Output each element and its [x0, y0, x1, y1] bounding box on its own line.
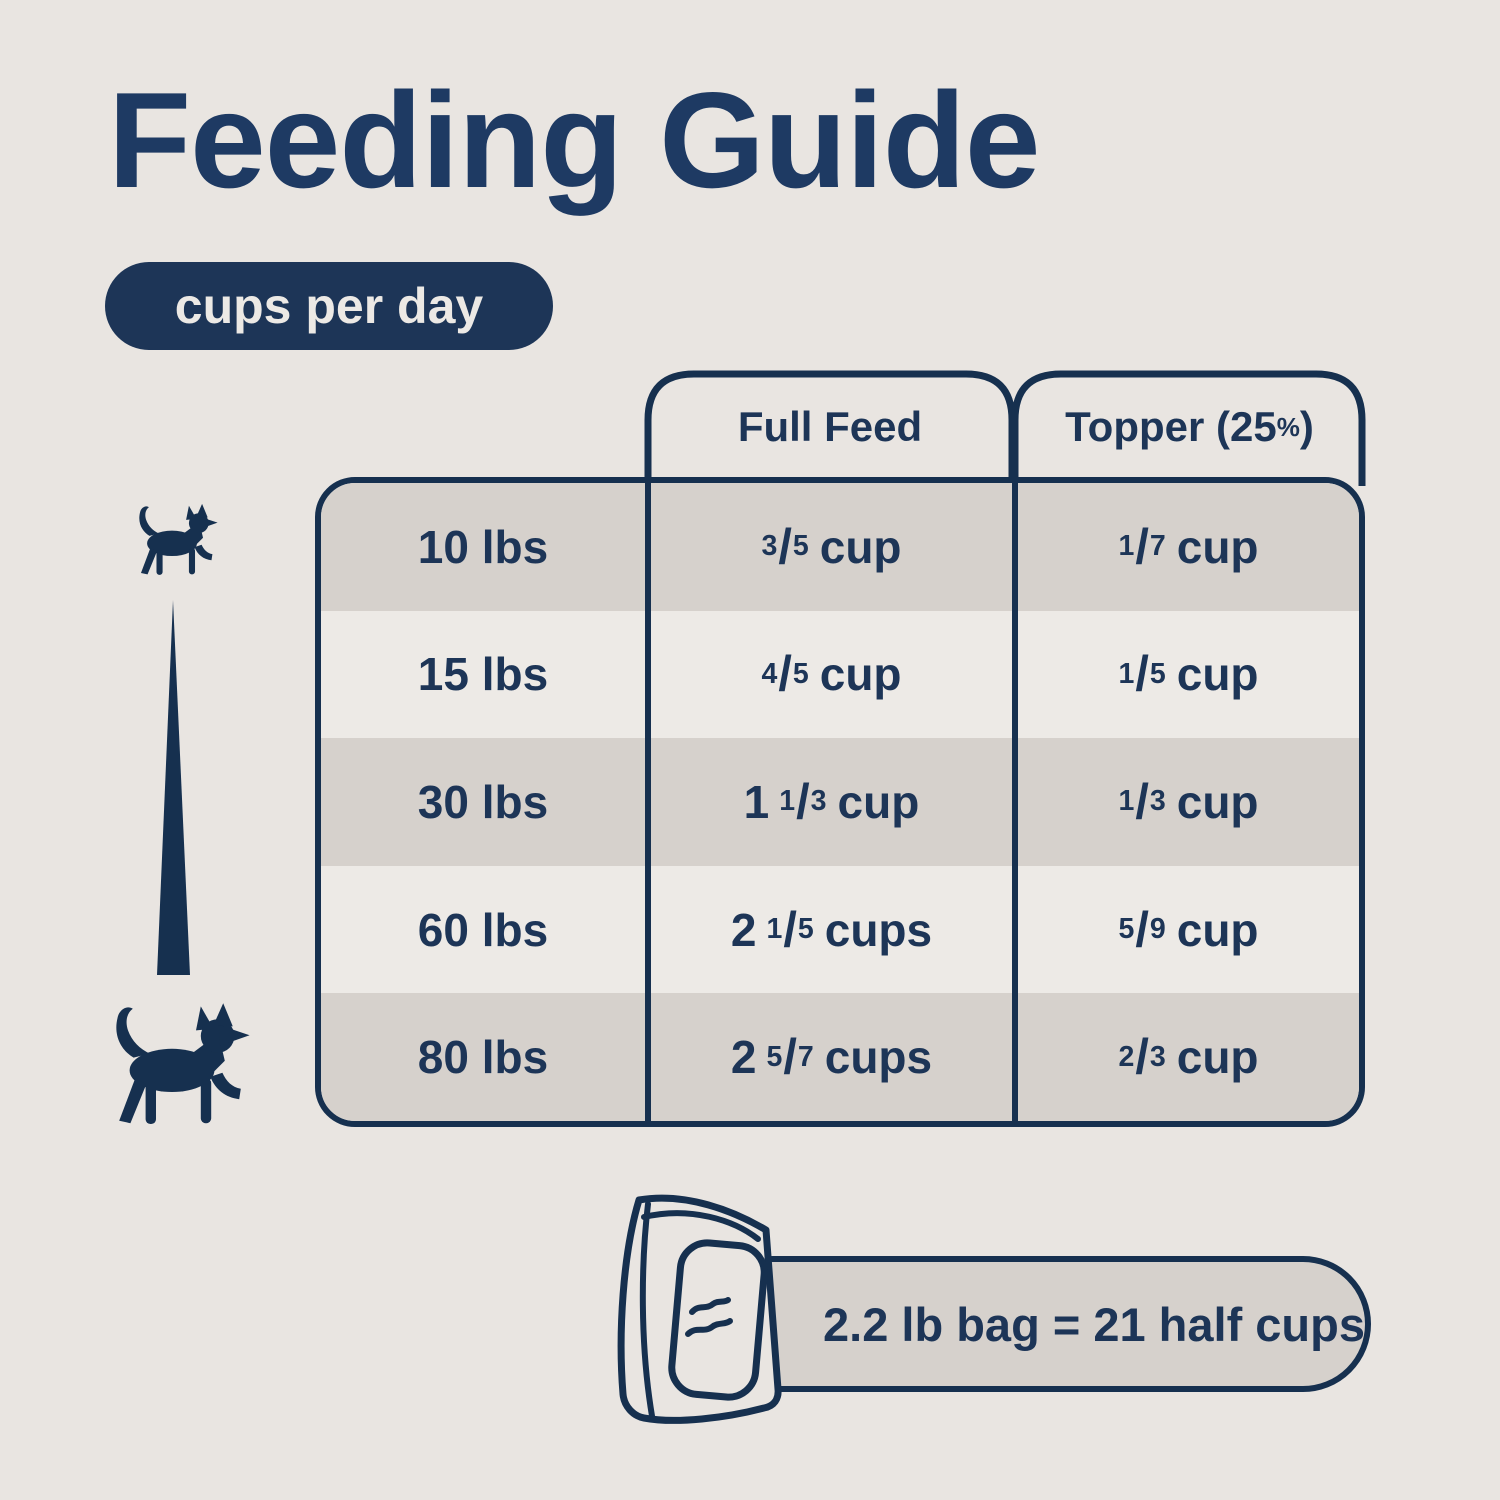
- unit-label: cups: [824, 903, 933, 956]
- fraction-denominator: 9: [1149, 913, 1166, 946]
- dog-size-scale: [116, 503, 250, 1124]
- fraction-numerator: 1: [1118, 530, 1135, 563]
- bag-yield-badge: 2.2 lb bag = 21 half cups: [705, 1256, 1371, 1392]
- unit-label: cup: [1176, 1031, 1259, 1084]
- weight-cell: 15 lbs: [321, 611, 645, 739]
- unit-label: cup: [819, 520, 902, 573]
- weight-label: 15 lbs: [417, 648, 549, 701]
- weight-cell: 60 lbs: [321, 866, 645, 994]
- weight-label: 10 lbs: [417, 520, 549, 573]
- table-row-15lbs: 15 lbs 4/5 cup 1/5 cup: [321, 610, 1359, 739]
- fraction-slash: /: [778, 647, 792, 702]
- table-row-30lbs: 30 lbs 1 1/3 cup 1/3 cup: [321, 738, 1359, 866]
- cups-per-day-label: cups per day: [174, 278, 484, 334]
- fraction-slash: /: [783, 1030, 797, 1085]
- topper-header-label: Topper (25: [1065, 403, 1277, 450]
- unit-label: cup: [819, 648, 902, 701]
- fraction-numerator: 1: [1118, 785, 1135, 818]
- fraction-denominator: 3: [1149, 1040, 1166, 1073]
- table-row-60lbs: 60 lbs 2 1/5 cups 5/9 cup: [321, 865, 1359, 994]
- fraction-denominator: 5: [797, 913, 814, 946]
- unit-label: cup: [837, 775, 920, 828]
- weight-label: 30 lbs: [417, 775, 549, 828]
- fraction-denominator: 5: [1149, 657, 1166, 690]
- unit-label: cup: [1176, 648, 1259, 701]
- weight-cell: 30 lbs: [321, 738, 645, 866]
- fraction-slash: /: [796, 774, 810, 829]
- topper-cell: 1/5 cup: [1012, 610, 1359, 739]
- column-header-full-feed: Full Feed: [651, 374, 1009, 480]
- fraction-slash: /: [1135, 519, 1149, 574]
- fraction-denominator: 3: [1149, 785, 1166, 818]
- full-feed-cell: 3/5 cup: [645, 483, 1012, 611]
- full-feed-cell: 4/5 cup: [645, 610, 1012, 739]
- weight-label: 60 lbs: [417, 903, 549, 956]
- fraction-denominator: 5: [792, 657, 809, 690]
- fraction-slash: /: [1135, 774, 1149, 829]
- topper-cell: 5/9 cup: [1012, 865, 1359, 994]
- topper-cell: 1/7 cup: [1012, 483, 1359, 611]
- unit-label: cup: [1176, 775, 1259, 828]
- percent-sign: %: [1276, 411, 1300, 442]
- fraction-denominator: 3: [810, 785, 827, 818]
- amount-whole: 2: [730, 1031, 757, 1084]
- fraction-slash: /: [1135, 647, 1149, 702]
- fraction-numerator: 2: [1118, 1040, 1135, 1073]
- fraction-numerator: 5: [1118, 913, 1135, 946]
- cups-per-day-badge: cups per day: [105, 262, 553, 350]
- fraction-slash: /: [778, 519, 792, 574]
- fraction-slash: /: [1135, 1030, 1149, 1085]
- fraction-slash: /: [783, 902, 797, 957]
- topper-cell: 1/3 cup: [1012, 738, 1359, 866]
- weight-cell: 80 lbs: [321, 993, 645, 1121]
- full-feed-cell: 2 1/5 cups: [645, 865, 1012, 994]
- unit-label: cups: [824, 1031, 933, 1084]
- unit-label: cup: [1176, 903, 1259, 956]
- fraction-numerator: 1: [766, 913, 783, 946]
- feeding-table: 10 lbs 3/5 cup 1/7 cup 15 lbs 4/5 cup 1/5 cu…: [315, 477, 1365, 1127]
- fraction-numerator: 3: [761, 530, 778, 563]
- page-title: Feeding Guide: [108, 64, 1040, 216]
- fraction-numerator: 4: [761, 657, 778, 690]
- topper-header-suffix: ): [1299, 403, 1314, 450]
- dog-food-bag-icon: [617, 1194, 782, 1424]
- small-dog-icon: [139, 503, 218, 575]
- bag-yield-label: 2.2 lb bag = 21 half cups: [823, 1297, 1365, 1351]
- full-feed-cell: 1 1/3 cup: [645, 738, 1012, 866]
- column-header-topper: Topper (25%): [1018, 374, 1361, 480]
- amount-whole: 1: [743, 775, 770, 828]
- large-dog-icon: [116, 1003, 250, 1124]
- fraction-slash: /: [1135, 902, 1149, 957]
- fraction-numerator: 5: [766, 1040, 783, 1073]
- topper-cell: 2/3 cup: [1012, 993, 1359, 1121]
- amount-whole: 2: [730, 903, 757, 956]
- weight-cell: 10 lbs: [321, 483, 645, 611]
- fraction-denominator: 7: [1149, 530, 1166, 563]
- weight-label: 80 lbs: [417, 1031, 549, 1084]
- fraction-denominator: 5: [792, 530, 809, 563]
- full-feed-cell: 2 5/7 cups: [645, 993, 1012, 1121]
- fraction-denominator: 7: [797, 1040, 814, 1073]
- table-row-80lbs: 80 lbs 2 5/7 cups 2/3 cup: [321, 993, 1359, 1121]
- size-gradient-triangle: [157, 600, 190, 975]
- fraction-numerator: 1: [1118, 657, 1135, 690]
- unit-label: cup: [1176, 520, 1259, 573]
- table-row-10lbs: 10 lbs 3/5 cup 1/7 cup: [321, 483, 1359, 611]
- fraction-numerator: 1: [779, 785, 796, 818]
- full-feed-header-label: Full Feed: [737, 403, 923, 450]
